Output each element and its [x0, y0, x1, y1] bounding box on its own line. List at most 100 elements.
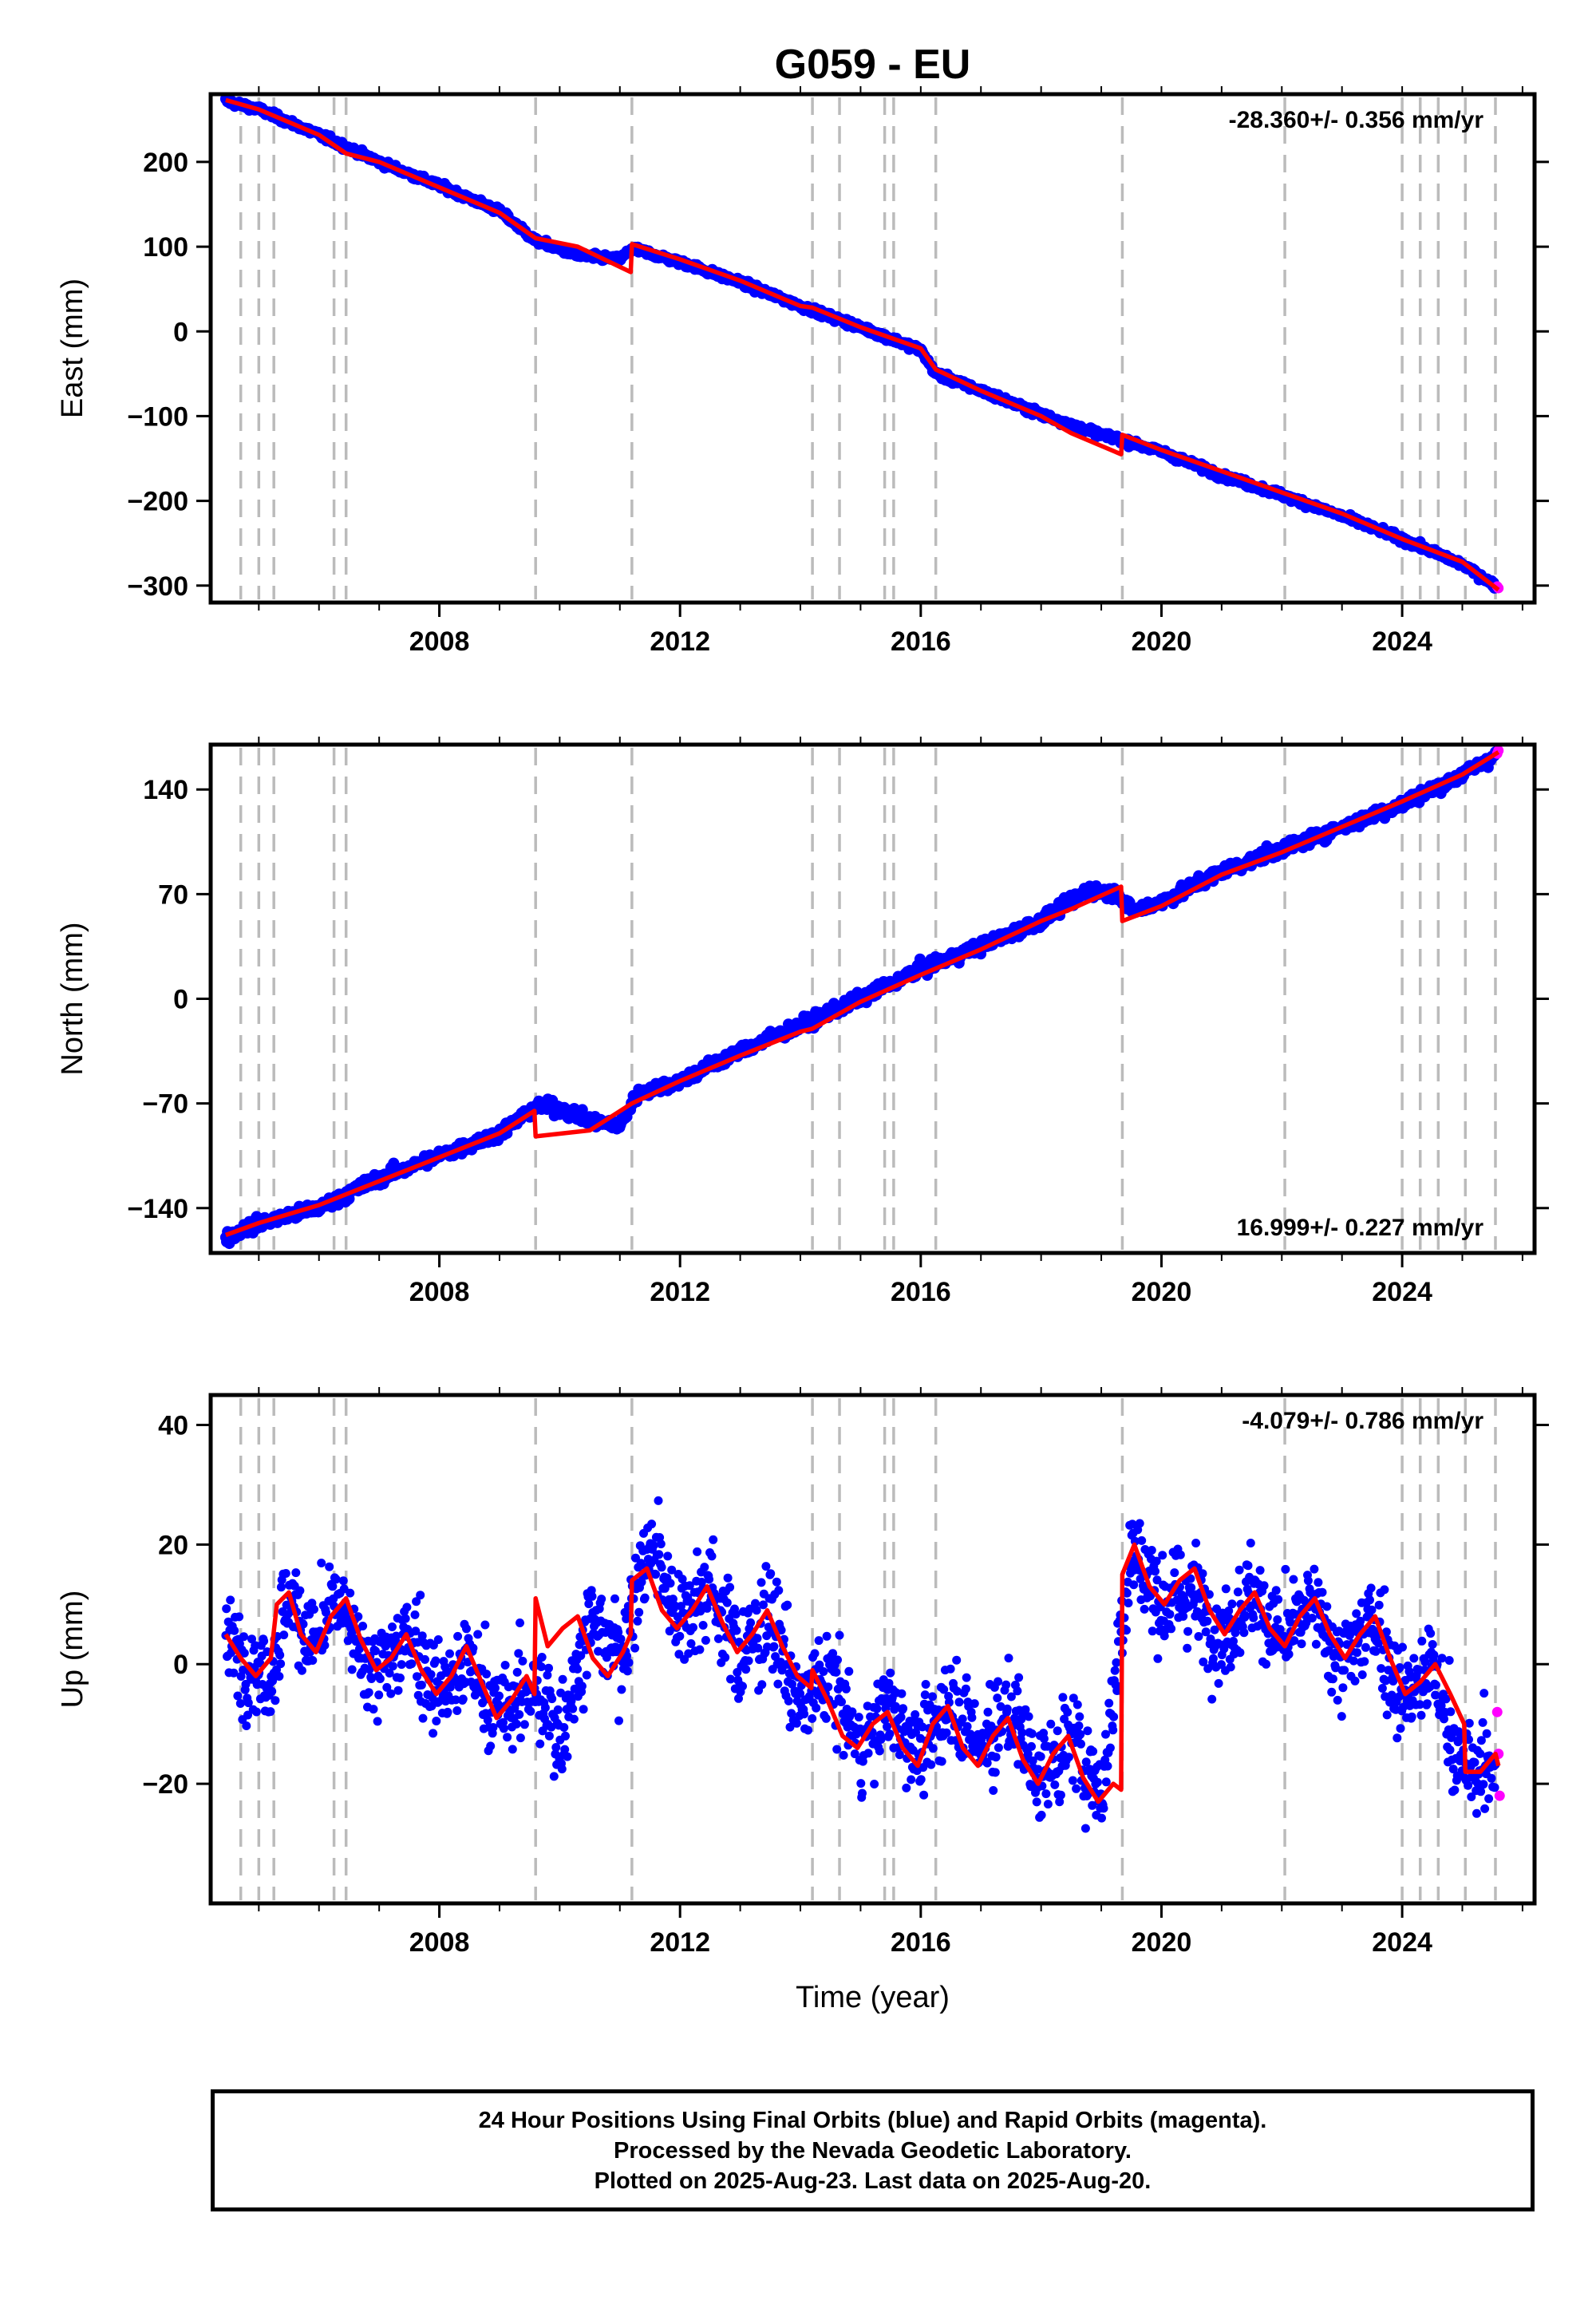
- data-point: [1429, 1650, 1439, 1660]
- data-point: [1219, 1644, 1229, 1654]
- data-point: [649, 1541, 658, 1550]
- data-point: [678, 1575, 687, 1584]
- data-point: [549, 1772, 559, 1781]
- data-point: [354, 1644, 364, 1654]
- data-point: [839, 1750, 848, 1760]
- data-point: [402, 1603, 412, 1612]
- data-point: [918, 1722, 927, 1732]
- data-point: [1140, 1604, 1149, 1614]
- data-point: [872, 1704, 882, 1713]
- data-point: [1207, 1694, 1217, 1704]
- data-point: [657, 1563, 666, 1572]
- data-point: [1327, 1687, 1337, 1697]
- data-point: [373, 1717, 382, 1726]
- data-point: [1381, 1676, 1391, 1686]
- data-point: [1382, 1710, 1392, 1720]
- data-point: [259, 1636, 269, 1646]
- data-point: [411, 1626, 421, 1636]
- x-tick-label: 2016: [891, 626, 951, 657]
- data-point: [844, 1666, 854, 1676]
- data-point: [491, 1683, 500, 1693]
- data-point: [1214, 1678, 1223, 1688]
- data-point: [453, 1631, 463, 1641]
- data-point: [1407, 1712, 1416, 1721]
- data-point: [1092, 1777, 1102, 1787]
- data-point: [239, 1632, 248, 1642]
- data-point: [1027, 1741, 1036, 1751]
- data-point: [651, 1570, 661, 1579]
- data-point: [1105, 1743, 1115, 1753]
- data-point: [1387, 1690, 1396, 1700]
- data-point: [759, 1600, 768, 1610]
- data-point: [707, 1551, 717, 1561]
- data-point: [991, 1753, 1001, 1762]
- data-point: [1356, 1616, 1365, 1626]
- data-point: [1297, 1639, 1306, 1649]
- x-tick-label: 2016: [891, 1277, 951, 1307]
- data-point: [926, 1760, 936, 1769]
- data-point: [563, 1752, 572, 1761]
- data-point: [308, 1656, 318, 1665]
- data-point: [569, 1714, 579, 1724]
- data-point: [1350, 1676, 1360, 1686]
- data-point: [1273, 1615, 1282, 1624]
- footer-note: 24 Hour Positions Using Final Orbits (bl…: [211, 2089, 1535, 2211]
- data-point: [495, 1691, 504, 1701]
- data-point: [1203, 1616, 1212, 1626]
- data-point: [1470, 1757, 1479, 1767]
- data-point: [1055, 1797, 1065, 1807]
- data-point: [994, 1743, 1003, 1753]
- data-point: [338, 1576, 348, 1586]
- x-tick-label: 2008: [409, 626, 470, 657]
- data-point: [633, 1616, 642, 1626]
- data-point: [896, 1713, 906, 1722]
- data-point: [1186, 1574, 1195, 1583]
- data-point: [518, 1656, 527, 1666]
- x-tick-label: 2008: [409, 1927, 470, 1958]
- data-point: [417, 1631, 427, 1641]
- data-point: [347, 1665, 357, 1674]
- data-point: [751, 1599, 760, 1608]
- data-point: [385, 1669, 394, 1678]
- data-point: [1058, 1693, 1068, 1702]
- data-point: [1426, 1629, 1436, 1638]
- data-point: [1224, 1607, 1234, 1615]
- data-point: [1151, 1567, 1159, 1576]
- data-point: [1480, 1804, 1490, 1813]
- data-point: [295, 1586, 305, 1595]
- data-point: [443, 1707, 452, 1717]
- data-point: [656, 1539, 666, 1549]
- data-point: [1108, 1725, 1118, 1735]
- data-point: [663, 1551, 673, 1561]
- data-point: [1338, 1683, 1348, 1693]
- data-point: [675, 1631, 685, 1641]
- data-point: [1110, 1666, 1120, 1675]
- data-point: [920, 1690, 930, 1700]
- data-point: [417, 1680, 426, 1690]
- data-point: [1004, 1654, 1013, 1663]
- x-tick-label: 2012: [650, 1277, 710, 1307]
- data-point: [1088, 1800, 1097, 1810]
- data-point: [744, 1656, 753, 1666]
- data-point: [928, 1744, 938, 1753]
- data-point: [841, 1684, 851, 1694]
- data-point: [1467, 1792, 1476, 1801]
- data-point: [907, 1775, 916, 1784]
- y-tick-label: −70: [142, 1089, 188, 1120]
- east-panel: 2008 2012 2016 2020 20242001000−100−200−300E…: [56, 86, 1549, 657]
- data-point: [982, 1758, 992, 1768]
- y-tick-label: 20: [158, 1530, 188, 1560]
- data-point: [946, 1664, 955, 1674]
- data-point: [1353, 1648, 1361, 1658]
- x-tick-label: 2020: [1132, 1927, 1192, 1958]
- data-point: [551, 1743, 561, 1752]
- data-point: [251, 1641, 260, 1650]
- data-point: [1068, 1776, 1077, 1785]
- data-point: [374, 1690, 384, 1700]
- data-point: [1039, 1734, 1049, 1744]
- data-point: [1073, 1700, 1082, 1709]
- data-point: [622, 1666, 632, 1676]
- data-point: [665, 1626, 674, 1636]
